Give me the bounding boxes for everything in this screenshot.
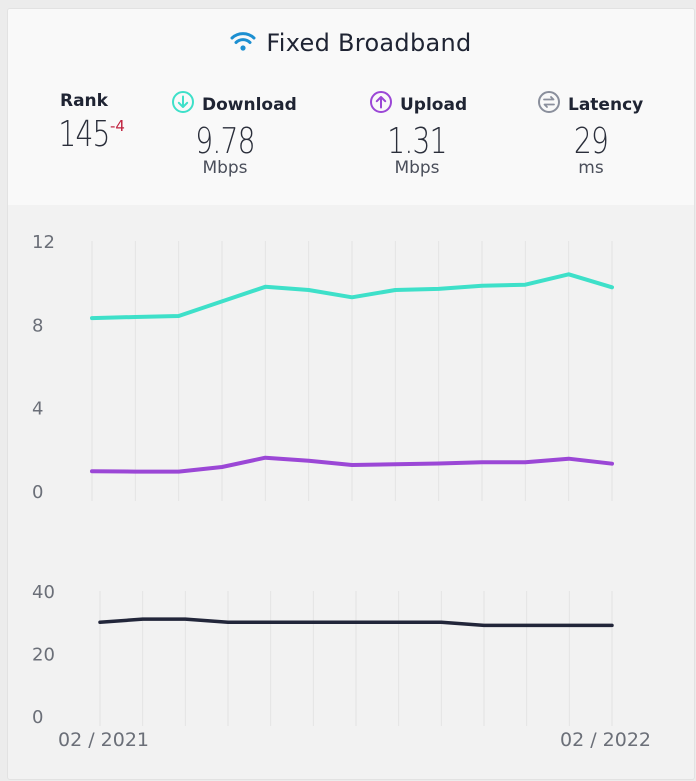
series-line-download — [90, 272, 614, 321]
upload-arrow-icon — [370, 91, 392, 118]
latency-unit: ms — [578, 158, 604, 178]
series-line-latency — [98, 617, 614, 628]
y-tick-label: 0 — [32, 707, 43, 728]
download-arrow-icon — [172, 91, 194, 118]
title-row: Fixed Broadband — [8, 25, 694, 61]
y-tick-label: 4 — [32, 399, 43, 420]
wifi-icon — [230, 30, 256, 56]
download-metric: Download 9.78 Mbps — [172, 91, 308, 178]
rank-delta-badge: -4 — [110, 117, 125, 135]
latency-metric: Latency 29 ms — [538, 91, 658, 178]
latency-value: 29 — [573, 121, 609, 162]
fixed-broadband-card: Fixed Broadband Rank 145 -4 Download 9.7… — [7, 8, 695, 780]
rank-metric: Rank 145 — [44, 91, 124, 155]
rank-label: Rank — [60, 91, 108, 111]
speed-chart: 0 4 8 12 — [32, 232, 614, 503]
latency-label: Latency — [568, 94, 644, 115]
latency-arrows-icon — [538, 91, 560, 118]
y-tick-label: 20 — [32, 645, 55, 666]
upload-value: 1.31 — [387, 121, 447, 162]
upload-unit: Mbps — [394, 158, 440, 178]
upload-metric: Upload 1.31 Mbps — [370, 91, 480, 178]
upload-label: Upload — [400, 94, 468, 115]
page-title: Fixed Broadband — [266, 29, 472, 57]
download-unit: Mbps — [202, 158, 248, 178]
download-label: Download — [202, 94, 297, 115]
y-tick-label: 0 — [32, 482, 43, 503]
y-tick-label: 12 — [32, 232, 55, 253]
y-tick-label: 40 — [32, 582, 55, 603]
y-tick-label: 8 — [32, 315, 43, 336]
summary-header: Fixed Broadband Rank 145 -4 Download 9.7… — [8, 9, 694, 205]
series-line-upload — [90, 455, 614, 474]
download-value: 9.78 — [195, 121, 255, 162]
rank-value: 145 — [58, 114, 110, 155]
x-tick-label: 02 / 2022 — [560, 729, 651, 751]
latency-chart: 0 20 40 02 / 2021 02 / 2022 — [32, 582, 651, 751]
x-tick-label: 02 / 2021 — [58, 729, 149, 751]
